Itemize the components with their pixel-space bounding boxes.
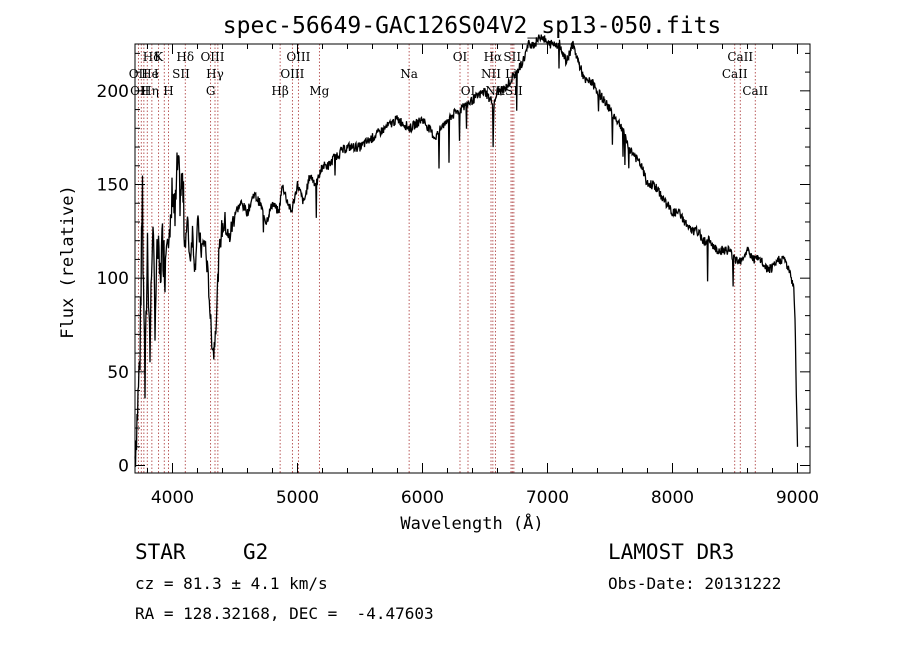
x-tick-label: 8000	[651, 488, 694, 508]
y-tick-label: 0	[118, 457, 129, 477]
plot-frame	[134, 43, 811, 474]
line-label: G	[206, 84, 216, 98]
line-label: NII	[481, 67, 501, 81]
line-label: Hδ	[143, 50, 161, 64]
x-axis-label: Wavelength (Å)	[400, 512, 543, 534]
line-label: He	[141, 67, 159, 81]
line-label: CaII	[727, 50, 753, 64]
x-tick-label: 6000	[401, 488, 444, 508]
line-label: OII	[129, 67, 149, 81]
x-axis-ticks: 4000 5000 6000 7000 8000 9000	[147, 44, 819, 508]
survey-name: LAMOST DR3	[608, 540, 735, 564]
line-label: OI	[461, 84, 476, 98]
spectral-subclass: G2	[243, 540, 269, 564]
x-tick-label: 4000	[151, 488, 194, 508]
x-tick-label: 7000	[526, 488, 569, 508]
y-tick-label: 200	[97, 82, 129, 102]
line-label: OIII	[286, 50, 310, 64]
line-label: SII	[503, 50, 521, 64]
line-label: Hγ	[206, 67, 224, 81]
chart-title: spec-56649-GAC126S04V2_sp13-050.fits	[223, 13, 722, 39]
y-tick-label: 50	[107, 363, 129, 383]
line-label: K	[154, 50, 164, 64]
spectral-line-markers	[137, 44, 756, 473]
obs-date: Obs-Date: 20131222	[608, 574, 782, 593]
x-tick-label: 9000	[776, 488, 819, 508]
line-label: Hβ	[271, 84, 288, 98]
flux-series-line	[134, 34, 799, 467]
redshift-line: cz = 81.3 ± 4.1 km/s	[135, 574, 328, 593]
line-label: OI	[453, 50, 468, 64]
line-label: CaII	[722, 67, 748, 81]
line-label: H	[163, 84, 173, 98]
y-axis-ticks: 0 50 100 150 200	[97, 52, 810, 477]
object-class: STAR	[135, 540, 186, 564]
y-tick-label: 100	[97, 269, 129, 289]
line-label: Hη	[141, 84, 159, 98]
line-label: Mg	[309, 84, 329, 98]
line-label: Hδ	[176, 50, 194, 64]
line-label: Hα	[484, 50, 503, 64]
line-label: SII	[505, 84, 523, 98]
line-label: Li	[505, 67, 517, 81]
y-tick-label: 150	[97, 176, 129, 196]
line-label: I	[154, 67, 159, 81]
radec-line: RA = 128.32168, DEC = -4.47603	[135, 604, 434, 623]
line-label: Na	[400, 67, 418, 81]
line-label: CaII	[742, 84, 768, 98]
line-label: OIII	[200, 50, 224, 64]
x-tick-label: 5000	[276, 488, 319, 508]
y-axis-label: Flux (relative)	[58, 185, 78, 339]
line-label: OIII	[280, 67, 304, 81]
line-label: SII	[172, 67, 190, 81]
